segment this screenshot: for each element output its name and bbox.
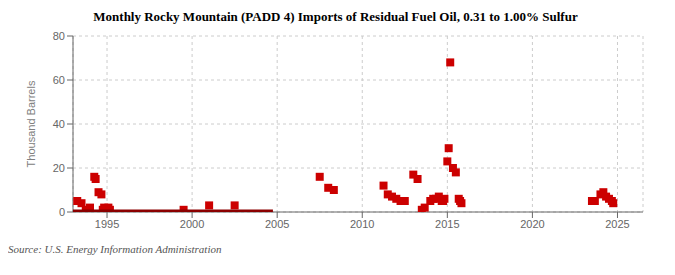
svg-text:2025: 2025 xyxy=(605,218,629,230)
svg-text:2005: 2005 xyxy=(265,218,289,230)
svg-text:2000: 2000 xyxy=(180,218,204,230)
html-text:Source: U.S. Energy Informatio: Source: U.S. Energy Information Administ… xyxy=(8,243,222,255)
svg-text:40: 40 xyxy=(53,118,65,130)
svg-text:1995: 1995 xyxy=(95,218,119,230)
svg-text:20: 20 xyxy=(53,162,65,174)
svg-text:2010: 2010 xyxy=(350,218,374,230)
svg-text:80: 80 xyxy=(53,30,65,42)
svg-text:2020: 2020 xyxy=(520,218,544,230)
svg-text:2015: 2015 xyxy=(435,218,459,230)
svg-text:60: 60 xyxy=(53,74,65,86)
html-text:Monthly Rocky Mountain (PADD 4: Monthly Rocky Mountain (PADD 4) Imports … xyxy=(93,9,578,24)
svg-text:Thousand Barrels: Thousand Barrels xyxy=(25,80,37,167)
svg-text:0: 0 xyxy=(59,206,65,218)
